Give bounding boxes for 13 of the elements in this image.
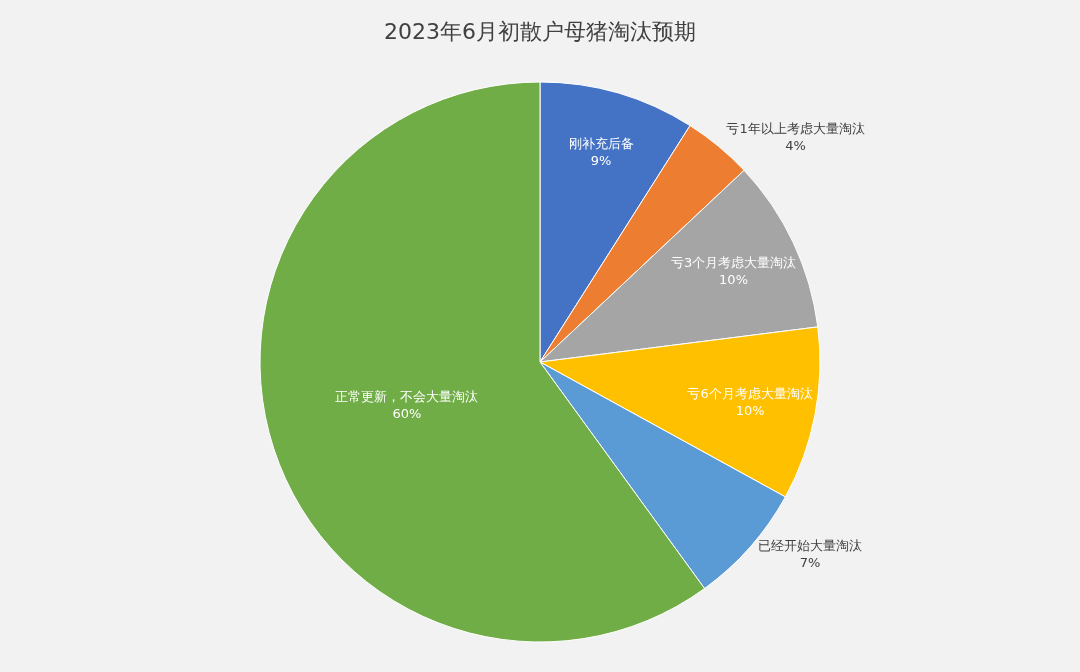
slice-label: 亏3个月考虑大量淘汰 xyxy=(670,254,797,270)
data-label: 10% xyxy=(735,403,765,419)
slice-label: 亏1年以上考虑大量淘汰 xyxy=(726,120,865,136)
data-label: 60% xyxy=(392,406,422,422)
slice-label: 刚补充后备 xyxy=(568,135,634,151)
slice-label: 已经开始大量淘汰 xyxy=(758,538,863,554)
data-label: 10% xyxy=(719,271,748,287)
slice-label: 正常更新，不会大量淘汰 xyxy=(335,389,479,405)
data-label: 9% xyxy=(590,152,612,168)
slice-label: 亏6个月考虑大量淘汰 xyxy=(687,386,813,402)
chart-title: 2023年6月初散户母猪淘汰预期 xyxy=(384,18,696,44)
data-label: 4% xyxy=(785,137,806,153)
data-label: 7% xyxy=(799,555,821,571)
